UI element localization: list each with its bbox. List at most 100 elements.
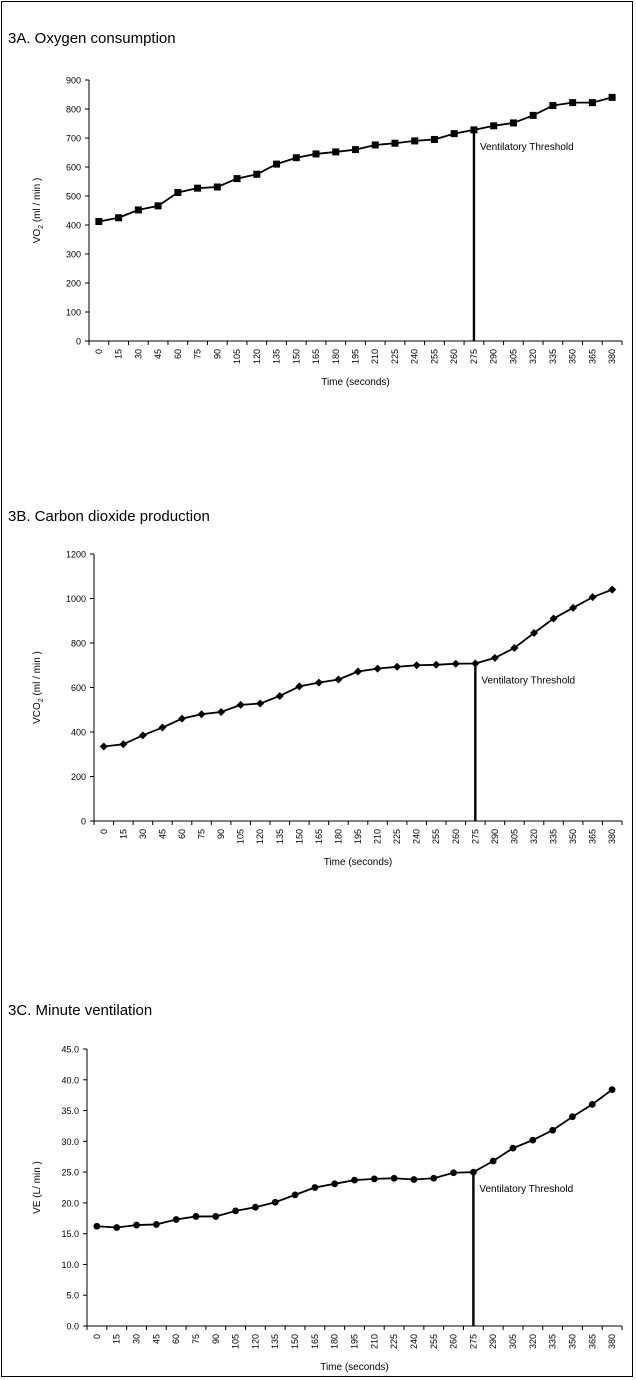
x-tick-label: 320 [529, 829, 539, 844]
y-tick-label: 300 [66, 250, 81, 260]
x-tick-label: 290 [490, 829, 500, 844]
y-tick-label: 35.0 [61, 1106, 79, 1116]
data-point [410, 1176, 418, 1183]
x-tick-label: 0 [94, 349, 104, 354]
data-point [569, 1113, 576, 1121]
data-point [194, 184, 202, 192]
data-point [412, 661, 421, 670]
data-point [430, 135, 438, 143]
x-tick-label: 195 [351, 349, 361, 364]
data-point [332, 148, 340, 156]
y-axis-title-main: VO [32, 229, 43, 244]
data-point [172, 1216, 180, 1223]
data-point [256, 699, 265, 708]
data-point [197, 710, 206, 719]
x-tick-label: 380 [607, 829, 617, 844]
data-point [370, 1175, 378, 1183]
x-tick-label: 260 [449, 1334, 459, 1349]
data-point [569, 603, 578, 612]
y-axis-title: VCO2 (ml / min ) [32, 651, 45, 724]
x-tick-label: 350 [568, 349, 578, 364]
x-tick-label: 290 [489, 349, 499, 364]
x-tick-label: 150 [290, 1334, 300, 1349]
x-tick-label: 30 [133, 349, 143, 359]
y-tick-label: 200 [71, 772, 86, 782]
data-point [608, 93, 616, 101]
x-axis-title: Time (seconds) [321, 377, 390, 388]
x-tick-label: 335 [549, 829, 559, 844]
x-tick-label: 135 [270, 1334, 280, 1349]
data-point [138, 731, 147, 740]
x-tick-label: 255 [429, 1334, 439, 1349]
x-tick-label: 165 [314, 829, 324, 844]
data-point [489, 1157, 497, 1165]
data-point [334, 675, 343, 684]
x-tick-label: 30 [138, 829, 148, 839]
x-tick-label: 45 [157, 829, 167, 839]
data-point [178, 714, 186, 723]
x-tick-label: 105 [232, 349, 242, 364]
x-tick-label: 225 [392, 829, 402, 844]
x-tick-label: 15 [112, 1334, 122, 1344]
x-tick-label: 335 [548, 1334, 558, 1349]
x-axis-title: Time (seconds) [324, 857, 393, 868]
x-tick-label: 225 [389, 1334, 399, 1349]
x-tick-label: 165 [311, 349, 321, 364]
chart-minute-ventilation: 0.0 5.0 10.0 15.0 20.0 25.0 30.0 35.0 40.0 45.0 0 1… [32, 1045, 623, 1373]
x-tick-label: 305 [508, 1334, 518, 1349]
y-tick-label: 800 [71, 639, 86, 649]
data-point [393, 662, 402, 671]
threshold-label: Ventilatory Threshold [481, 675, 575, 686]
x-tick-label: 60 [173, 349, 183, 359]
x-tick-label: 350 [568, 829, 578, 844]
x-tick-label: 15 [118, 829, 128, 839]
data-point [134, 206, 142, 214]
data-point [390, 1174, 398, 1182]
y-tick-label: 30.0 [61, 1137, 79, 1147]
series-line [96, 1088, 613, 1229]
y-tick-label: 900 [66, 76, 81, 86]
x-tick-label: 195 [353, 829, 363, 844]
data-point [311, 1184, 319, 1191]
data-point [469, 1168, 477, 1176]
x-tick-label: 335 [548, 349, 558, 364]
data-point [588, 1101, 596, 1108]
y-tick-label: 400 [66, 221, 81, 231]
y-axis-title-units: (ml / min ) [32, 651, 43, 698]
x-tick-label: 90 [211, 1334, 221, 1344]
data-point [115, 214, 123, 222]
y-tick-label: 45.0 [61, 1045, 79, 1055]
x-tick-label: 305 [509, 829, 519, 844]
x-tick-label: 255 [429, 349, 439, 364]
data-point [411, 137, 419, 145]
data-point [510, 643, 519, 652]
y-tick-label: 15.0 [61, 1229, 79, 1239]
data-point [451, 659, 460, 668]
data-point [271, 1198, 279, 1206]
x-tick-label: 365 [588, 829, 598, 844]
panel-title-3c: 3C. Minute ventilation [8, 1002, 153, 1019]
data-point [509, 119, 517, 127]
data-point [549, 102, 557, 110]
y-tick-label: 20.0 [61, 1198, 79, 1208]
x-tick-label: 90 [216, 829, 226, 839]
data-point [351, 1176, 358, 1184]
x-tick-label: 150 [291, 349, 301, 364]
threshold-label: Ventilatory Threshold [480, 142, 574, 153]
x-tick-label: 0 [99, 829, 109, 834]
y-tick-label: 400 [71, 728, 86, 738]
x-tick-label: 275 [468, 1334, 478, 1349]
x-tick-label: 240 [409, 1334, 419, 1349]
data-point [252, 1203, 259, 1211]
data-point [509, 1144, 517, 1152]
data-point [295, 682, 304, 691]
data-point [371, 141, 379, 149]
data-point [217, 707, 226, 716]
x-tick-label: 45 [151, 1334, 161, 1344]
x-tick-label: 210 [370, 349, 380, 364]
x-tick-label: 120 [252, 349, 262, 364]
y-tick-label: 25.0 [61, 1168, 79, 1178]
x-tick-label: 135 [272, 349, 282, 364]
x-tick-label: 225 [390, 349, 400, 364]
